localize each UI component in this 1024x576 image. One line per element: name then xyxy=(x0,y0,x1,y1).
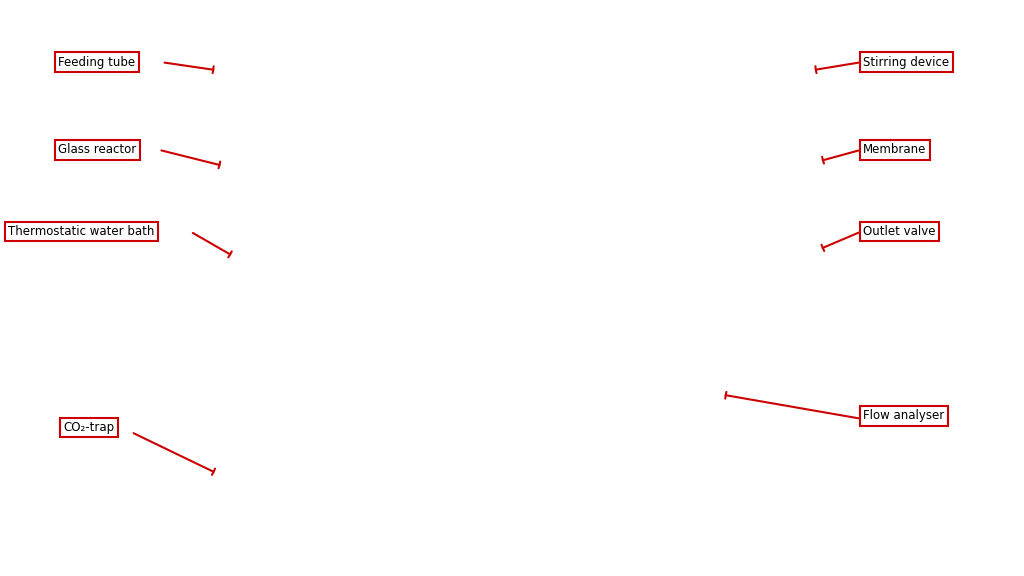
Text: Feeding tube: Feeding tube xyxy=(58,56,135,69)
Text: Glass reactor: Glass reactor xyxy=(58,143,136,156)
Text: Thermostatic water bath: Thermostatic water bath xyxy=(8,225,155,238)
Text: Membrane: Membrane xyxy=(863,143,927,156)
Text: Outlet valve: Outlet valve xyxy=(863,225,936,238)
Text: Stirring device: Stirring device xyxy=(863,56,949,69)
Text: CO₂-trap: CO₂-trap xyxy=(63,421,115,434)
Text: Flow analyser: Flow analyser xyxy=(863,410,944,422)
